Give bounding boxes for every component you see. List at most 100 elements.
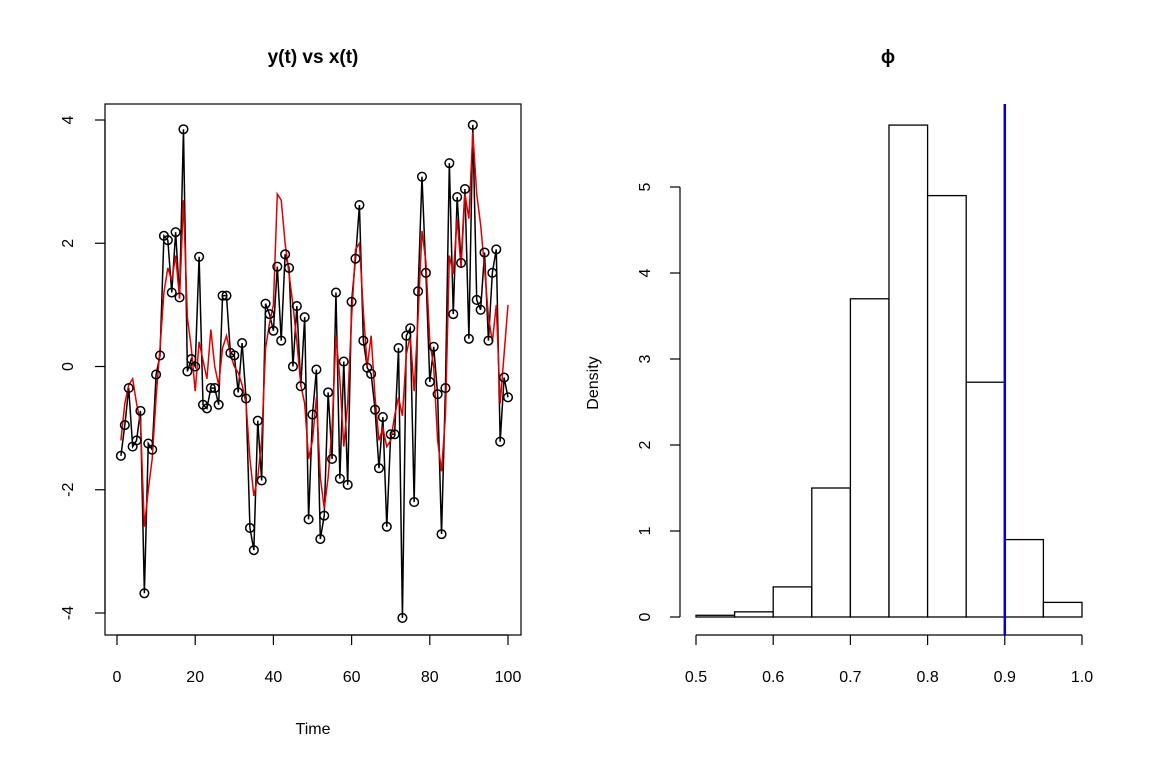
y-data-point <box>248 545 259 556</box>
y-data-point <box>463 333 474 344</box>
histogram-bar <box>811 487 852 618</box>
y-data-point <box>217 290 228 301</box>
right-x-tick-label: 0.8 <box>916 669 938 686</box>
y-data-point <box>174 292 185 303</box>
histogram-bar <box>772 586 813 618</box>
y-data-point <box>311 364 322 375</box>
right-x-tick-label: 1.0 <box>1071 669 1093 686</box>
right-x-tick-label: 0.5 <box>685 669 707 686</box>
y-data-point <box>307 409 318 420</box>
right-x-tick-label: 0.7 <box>839 669 861 686</box>
y-data-point <box>315 534 326 545</box>
histogram-bar <box>1004 538 1045 618</box>
y-data-point <box>252 415 263 426</box>
y-data-point <box>209 383 220 394</box>
y-data-point <box>377 411 388 423</box>
y-data-point <box>459 183 471 195</box>
right-plot-area <box>695 104 1083 635</box>
y-data-point <box>354 199 365 211</box>
y-data-point <box>256 475 267 486</box>
y-data-point <box>135 405 146 416</box>
left-x-tick-label: 100 <box>495 669 522 686</box>
right-x-tick-label: 0.6 <box>762 669 784 686</box>
y-data-point <box>448 309 459 320</box>
left-x-tick-label: 80 <box>421 669 439 686</box>
y-data-point <box>338 356 349 367</box>
y-data-point <box>370 404 381 415</box>
y-data-point <box>444 158 455 169</box>
y-data-point <box>287 361 299 372</box>
y-data-point <box>154 350 166 361</box>
y-data-point <box>499 372 510 383</box>
right-y-tick-label: 0 <box>637 612 654 621</box>
y-data-point <box>244 522 255 534</box>
right-chart-title: ϕ <box>881 47 895 68</box>
y-data-point <box>260 298 271 309</box>
y-data-point <box>178 124 189 135</box>
y-data-point <box>428 341 439 352</box>
right-y-tick-label: 1 <box>637 526 654 535</box>
left-y-tick-label: 0 <box>60 362 77 371</box>
left-y-tick-label: 2 <box>60 239 77 248</box>
time-series-panel: y(t) vs x(t) 0 20 40 60 80 100 -4 -2 0 2 4 Time <box>60 47 522 738</box>
right-y-tick-label: 2 <box>637 440 654 449</box>
right-axes: 0.5 0.6 0.7 0.8 0.9 1.0 0 1 2 3 4 5 <box>637 182 1093 686</box>
y-data-point <box>323 387 334 398</box>
y-data-point <box>385 429 396 440</box>
y-data-point <box>358 335 369 346</box>
y-data-point <box>319 510 330 521</box>
y-data-point <box>123 383 134 394</box>
y-data-point <box>409 497 420 508</box>
y-data-point <box>350 253 361 264</box>
y-data-point <box>299 312 310 323</box>
y-data-point <box>381 521 392 532</box>
y-data-point <box>416 171 428 182</box>
left-y-tick-label: 4 <box>60 115 77 124</box>
right-y-tick-label: 5 <box>637 182 654 191</box>
y-data-point <box>413 286 424 297</box>
y-data-point <box>280 249 291 260</box>
y-data-point <box>487 267 498 278</box>
y-data-point <box>115 450 126 461</box>
left-axes: 0 20 40 60 80 100 -4 -2 0 2 4 <box>60 115 521 686</box>
y-data-point <box>432 389 443 400</box>
y-data-point <box>389 429 400 440</box>
y-data-point <box>405 323 416 334</box>
y-data-point <box>201 403 212 414</box>
y-data-point <box>502 392 514 403</box>
left-chart-title: y(t) vs x(t) <box>268 47 359 68</box>
histogram-panel: ϕ 0.5 0.6 0.7 0.8 0.9 1.0 0 1 2 3 4 5 Density <box>585 47 1093 686</box>
y-data-point <box>491 244 502 255</box>
y-data-point <box>456 257 467 269</box>
right-y-tick-label: 3 <box>637 354 654 363</box>
y-data-point <box>233 387 244 398</box>
y-data-point <box>303 514 314 525</box>
y-data-point <box>483 335 494 346</box>
y-data-point <box>139 588 150 599</box>
y-data-point <box>291 301 302 312</box>
y-data-point <box>334 473 345 484</box>
y-data-point <box>440 383 451 394</box>
y-data-point <box>151 369 162 380</box>
left-x-tick-label: 0 <box>113 669 122 686</box>
left-y-tick-label: -4 <box>60 606 77 620</box>
y-data-point <box>264 309 275 320</box>
y-data-point <box>393 342 404 354</box>
y-data-point <box>205 383 216 394</box>
y-data-point <box>346 296 357 307</box>
y-data-point <box>147 444 158 455</box>
y-data-point <box>283 262 295 273</box>
histogram-bar <box>1042 601 1083 618</box>
y-data-point <box>366 368 377 379</box>
y-data-point <box>229 350 240 361</box>
y-data-point <box>436 529 447 540</box>
y-data-point <box>495 436 506 447</box>
y-data-point <box>194 251 205 262</box>
y-data-point <box>479 247 490 258</box>
left-x-tick-label: 20 <box>186 669 204 686</box>
right-y-axis-label: Density <box>585 356 602 409</box>
y-data-point <box>240 393 252 404</box>
y-data-point <box>166 287 177 298</box>
y-data-point <box>237 338 248 349</box>
